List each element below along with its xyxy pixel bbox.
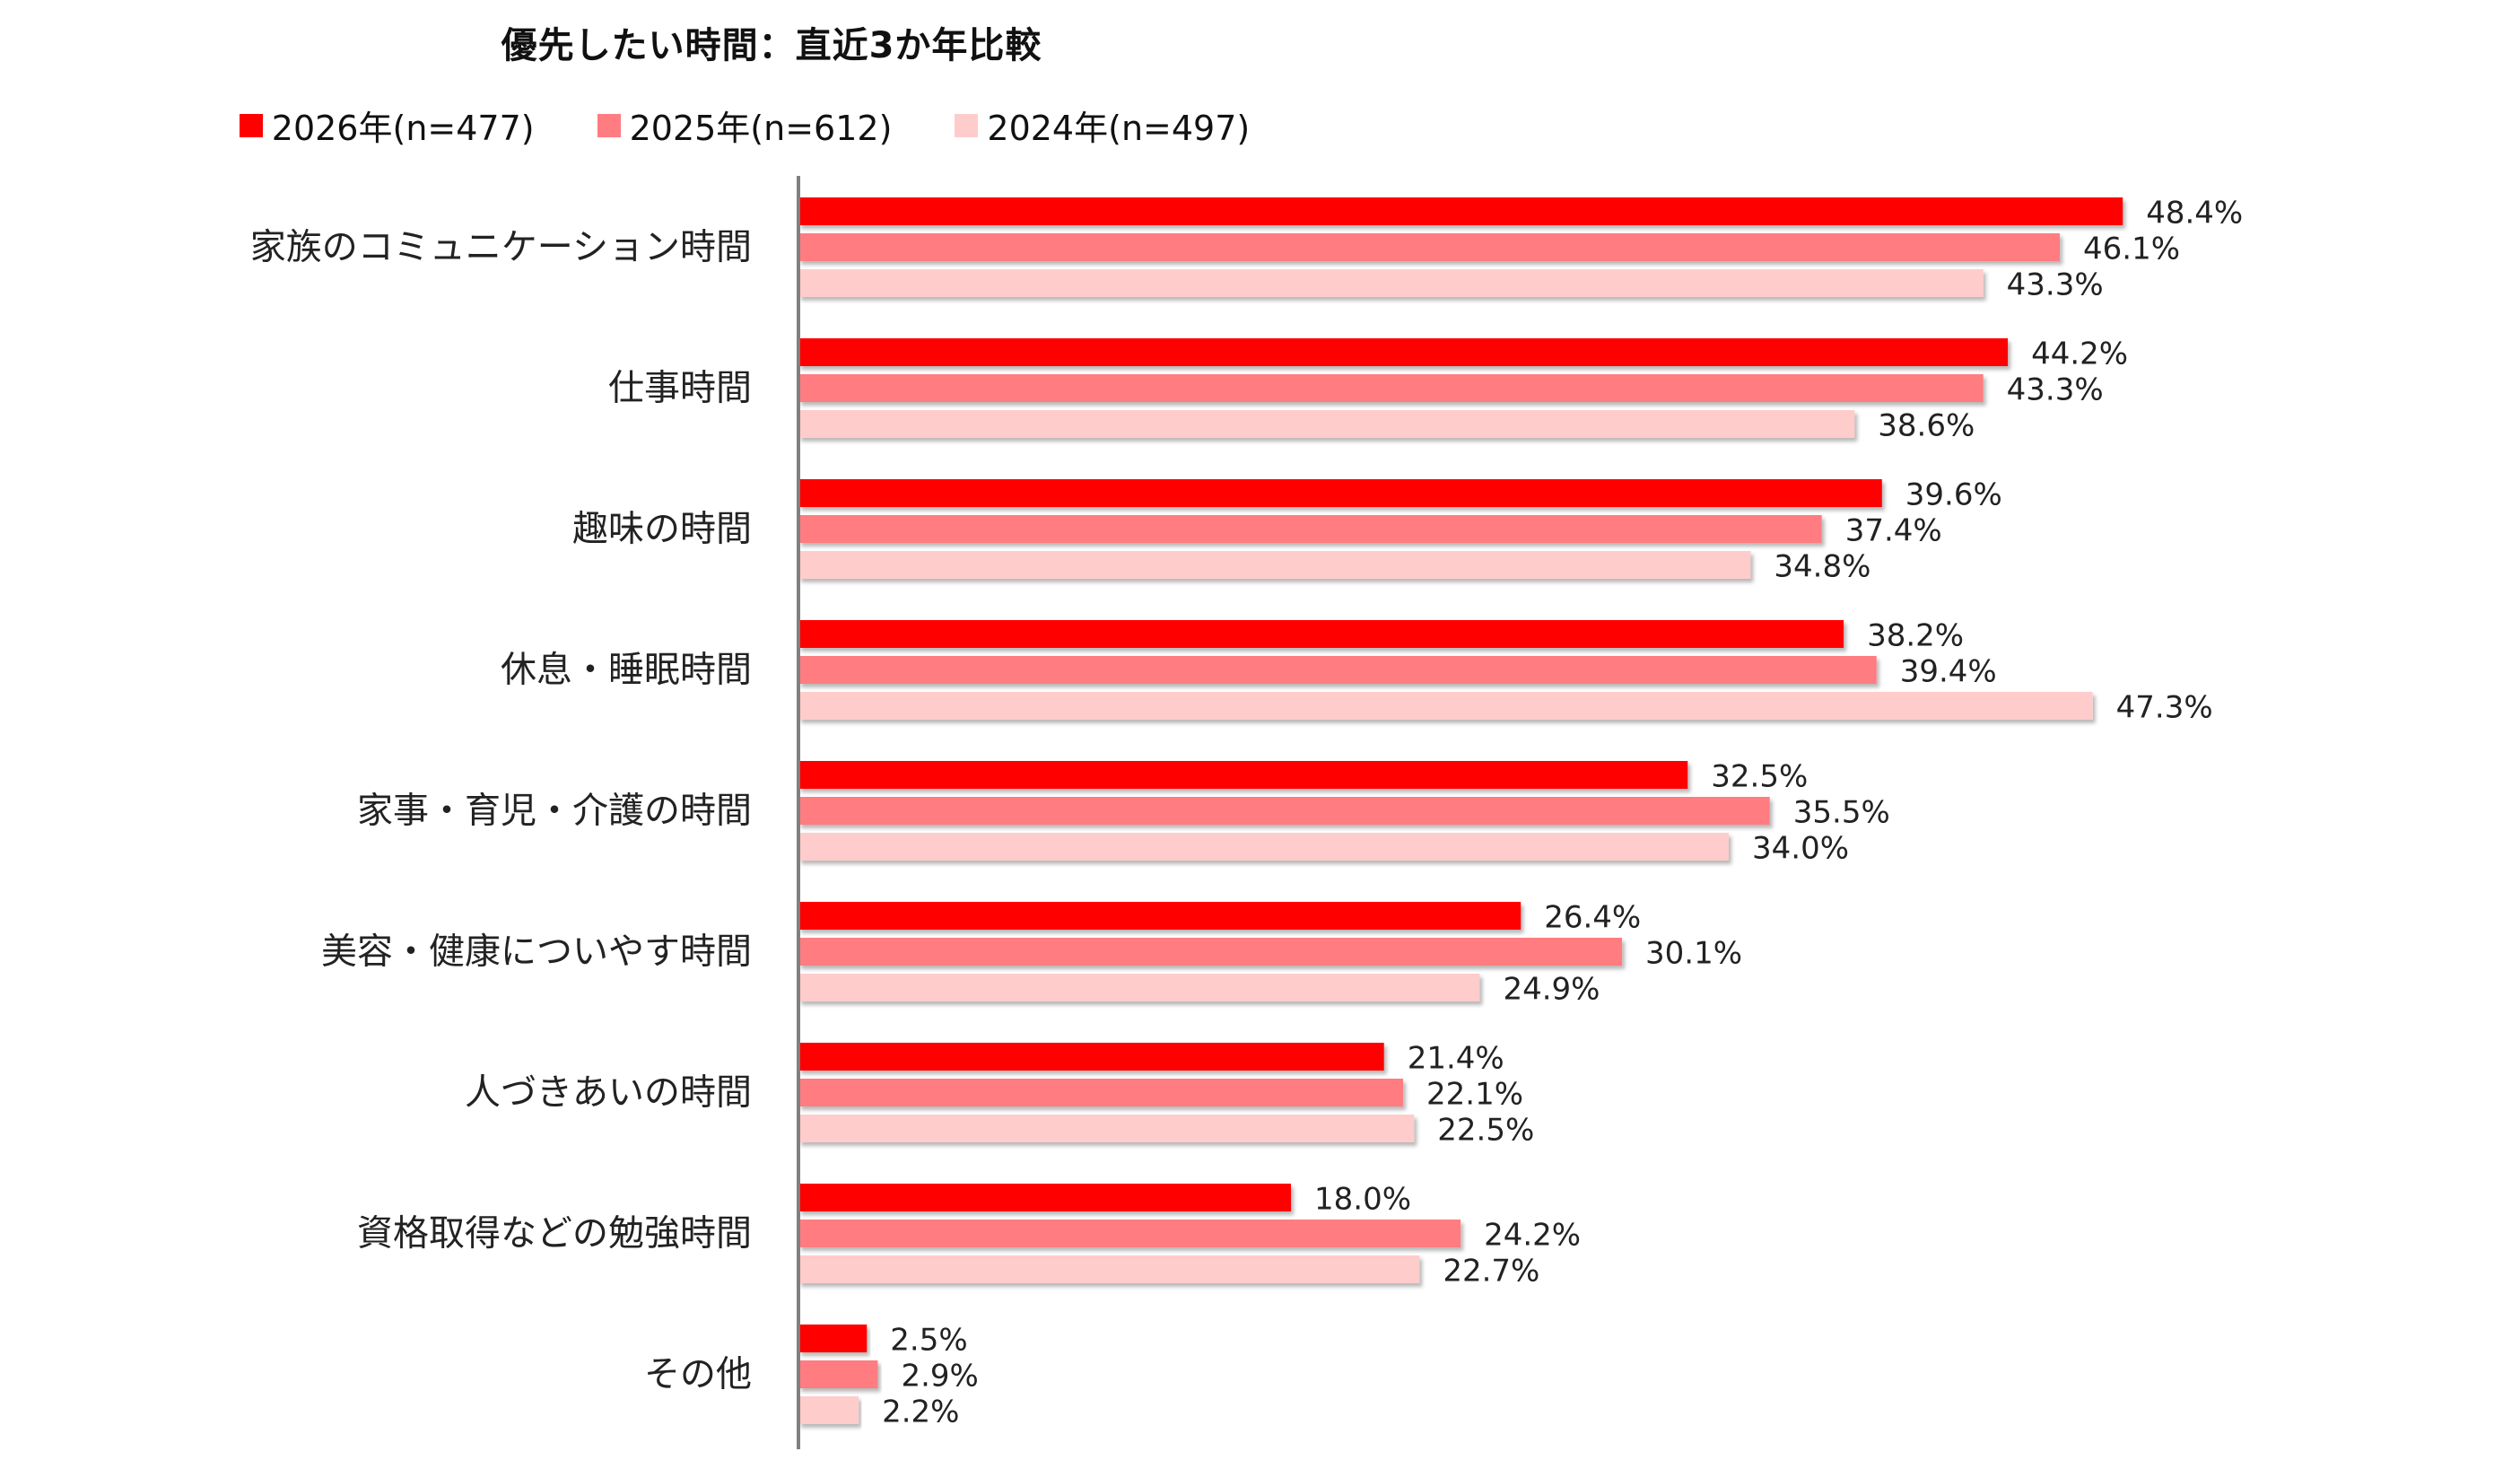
bar: [798, 479, 1882, 507]
bar: [798, 1115, 1415, 1142]
data-label: 30.1%: [1645, 936, 1742, 972]
legend-label-2024: 2024年(n=497): [987, 109, 1251, 148]
legend-item-2025: 2025年(n=612): [597, 101, 893, 150]
data-label: 43.3%: [2007, 267, 2104, 303]
data-label: 24.2%: [1484, 1218, 1581, 1254]
bar: [798, 692, 2093, 720]
data-label: 26.4%: [1544, 900, 1641, 936]
data-label: 39.4%: [1900, 654, 1997, 690]
bar: [798, 1255, 1420, 1283]
category-label: 美容・健康についやす時間: [321, 931, 752, 973]
legend-swatch-2025: [597, 113, 621, 137]
category-label: 資格取得などの勉強時間: [357, 1213, 752, 1255]
data-label: 34.8%: [1774, 549, 1870, 585]
category-label: 仕事時間: [608, 368, 752, 409]
legend-label-2026: 2026年(n=477): [271, 109, 535, 148]
data-label: 48.4%: [2146, 196, 2243, 232]
bar: [798, 797, 1770, 825]
legend-label-2025: 2025年(n=612): [629, 109, 893, 148]
data-label: 2.2%: [882, 1395, 959, 1430]
bar: [798, 233, 2061, 261]
category-label: 趣味の時間: [572, 509, 752, 550]
bar: [798, 1220, 1461, 1247]
bar: [798, 938, 1623, 966]
bar: [798, 269, 1984, 297]
data-label: 38.2%: [1867, 618, 1964, 654]
bar: [798, 902, 1522, 930]
bar: [798, 410, 1855, 438]
data-label: 2.9%: [901, 1359, 978, 1395]
bar: [798, 1325, 868, 1352]
bar: [798, 761, 1688, 789]
category-label: 休息・睡眠時間: [501, 650, 752, 691]
data-label: 38.6%: [1878, 408, 1975, 444]
data-label: 21.4%: [1408, 1041, 1504, 1077]
bar: [798, 551, 1751, 579]
bar: [798, 1184, 1291, 1211]
category-label: 家事・育児・介護の時間: [357, 791, 752, 832]
data-label: 39.6%: [1905, 477, 2002, 513]
data-label: 35.5%: [1793, 795, 1890, 831]
category-label: 家族のコミュニケーション時間: [250, 227, 752, 268]
data-label: 34.0%: [1752, 831, 1849, 867]
bar: [798, 1396, 859, 1424]
bar: [798, 974, 1480, 1001]
data-label: 32.5%: [1711, 759, 1808, 795]
category-label: その他: [644, 1354, 752, 1395]
legend-item-2024: 2024年(n=497): [955, 101, 1250, 150]
data-label: 24.9%: [1503, 972, 1600, 1008]
bar: [798, 515, 1822, 543]
data-label: 37.4%: [1845, 513, 1942, 549]
bar: [798, 197, 2123, 225]
bar: [798, 1360, 878, 1388]
bar: [798, 374, 1984, 402]
data-label: 44.2%: [2031, 337, 2128, 372]
bar: [798, 620, 1844, 648]
bar: [798, 656, 1877, 684]
legend-swatch-2026: [239, 113, 263, 137]
data-label: 47.3%: [2116, 690, 2213, 726]
legend-item-2026: 2026年(n=477): [239, 101, 535, 150]
bar: [798, 338, 2009, 366]
data-label: 18.0%: [1314, 1182, 1411, 1218]
data-label: 22.7%: [1443, 1254, 1539, 1290]
legend: 2026年(n=477) 2025年(n=612) 2024年(n=497): [0, 101, 1489, 150]
chart-title: 優先したい時間：直近3か年比較: [501, 25, 1042, 66]
category-label: 人づきあいの時間: [465, 1072, 752, 1114]
data-label: 43.3%: [2007, 372, 2104, 408]
bar: [798, 833, 1729, 861]
legend-swatch-2024: [955, 113, 979, 137]
data-label: 2.5%: [890, 1323, 967, 1359]
data-label: 22.5%: [1437, 1113, 1534, 1149]
data-label: 46.1%: [2083, 232, 2180, 267]
data-label: 22.1%: [1426, 1077, 1523, 1113]
bar: [798, 1043, 1384, 1071]
bar: [798, 1079, 1404, 1106]
